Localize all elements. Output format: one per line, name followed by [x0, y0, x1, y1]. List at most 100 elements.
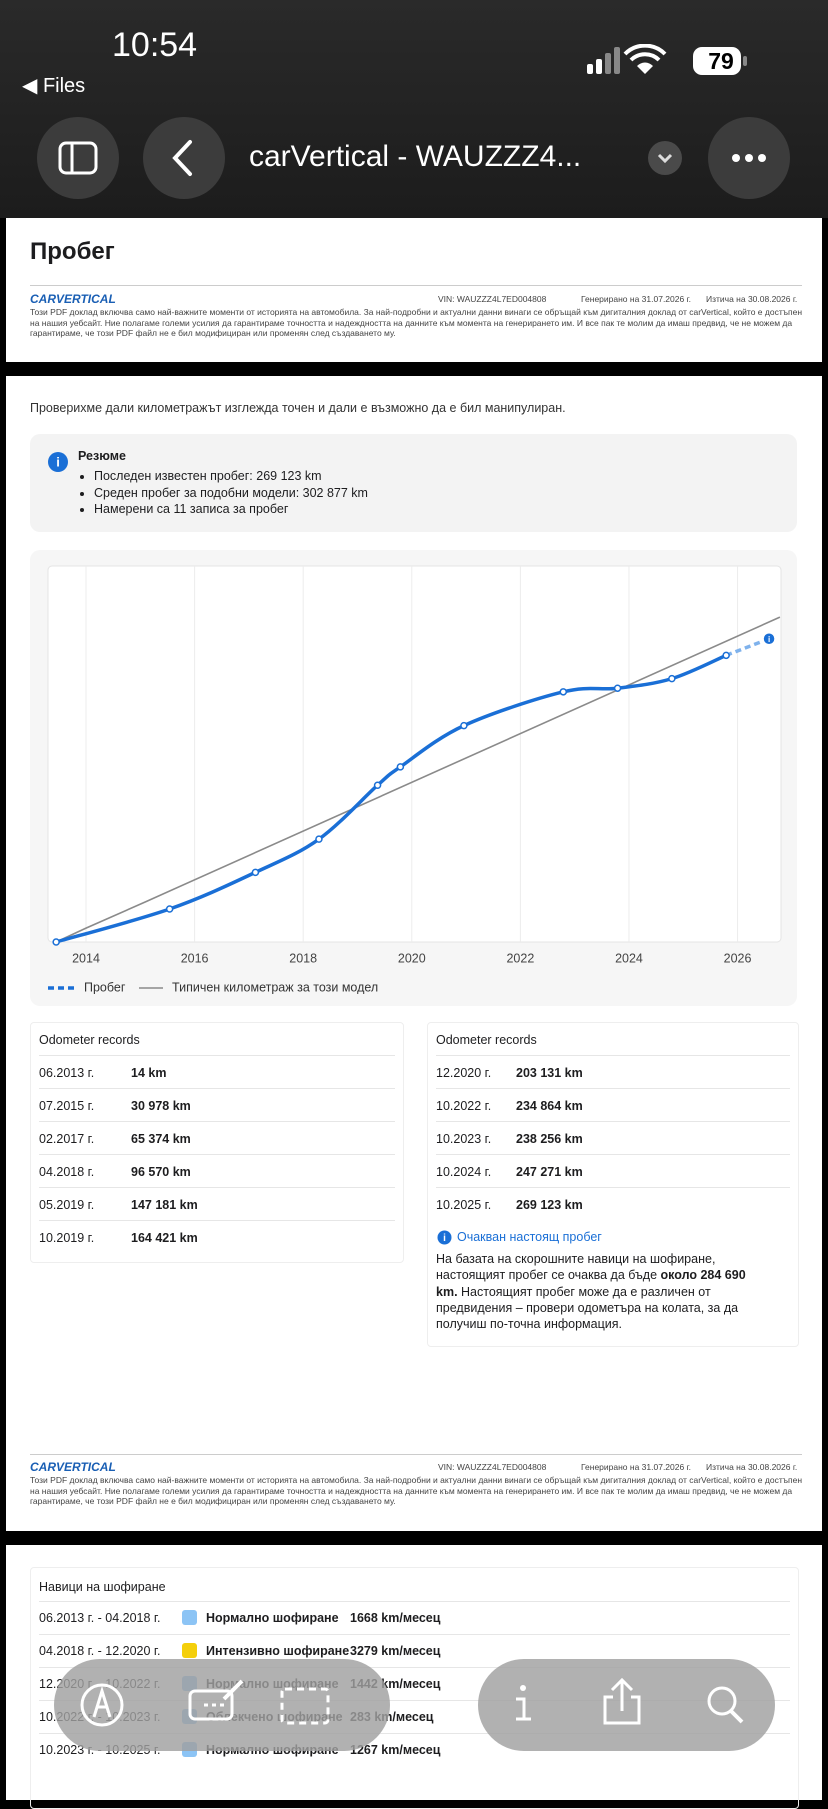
- info-icon: i: [48, 452, 68, 472]
- style-swatch: [182, 1643, 197, 1658]
- record-date: 05.2019 г.: [39, 1198, 95, 1212]
- vin: VIN: WAUZZZ4L7ED004808: [438, 1462, 547, 1472]
- x-tick-label: 2020: [398, 951, 426, 965]
- row-divider: [39, 1700, 790, 1701]
- period: 04.2018 г. - 12.2020 г.: [39, 1644, 161, 1658]
- mileage-point: [613, 684, 622, 692]
- mileage-point: [52, 938, 60, 946]
- vin: VIN: WAUZZZ4L7ED004808: [438, 294, 547, 304]
- record-mileage: 269 123 km: [516, 1198, 583, 1212]
- rule: [30, 285, 802, 286]
- mileage-point: [396, 763, 405, 771]
- record-date: 04.2018 г.: [39, 1165, 95, 1179]
- sidebar-icon: [58, 141, 98, 175]
- disclaimer: Този PDF доклад включва само най-важните…: [30, 1475, 803, 1506]
- top-bar: 10:54 ◀ Files 79 carVertical - WAUZZZ4..…: [0, 0, 828, 218]
- more-button[interactable]: [708, 117, 790, 199]
- row-divider: [436, 1055, 790, 1056]
- intro: Проверихме дали километражът изглежда то…: [30, 401, 566, 415]
- section-title: Пробег: [30, 238, 115, 265]
- row-divider: [436, 1088, 790, 1089]
- select-button[interactable]: [280, 1687, 330, 1725]
- record-date: 10.2024 г.: [436, 1165, 492, 1179]
- row-divider: [39, 1220, 395, 1221]
- svg-text:i: i: [56, 454, 60, 469]
- record-mileage: 164 421 km: [131, 1231, 198, 1245]
- signature-button[interactable]: [188, 1679, 244, 1721]
- svg-text:i: i: [443, 1233, 446, 1244]
- mileage-point: [251, 868, 260, 877]
- x-tick-label: 2024: [615, 951, 643, 965]
- text: На базата на скорошните навици на шофира…: [436, 1252, 716, 1283]
- disclaimer: Този PDF доклад включва само най-важните…: [30, 307, 803, 338]
- back-label[interactable]: Files: [42, 75, 86, 97]
- page-2: Проверихме дали километражът изглежда то…: [6, 376, 822, 1531]
- row-divider: [39, 1121, 395, 1122]
- mileage-point: [722, 651, 730, 660]
- summary-box: i Резюме Последен известен пробег: 269 1…: [30, 434, 797, 532]
- generated: Генерирано на 31.07.2026 г.: [581, 1462, 692, 1472]
- markup-toolbar: [54, 1659, 390, 1751]
- typical-line: [55, 616, 781, 943]
- logo: CARVERTICAL: [30, 1460, 116, 1474]
- row-divider: [436, 1121, 790, 1122]
- generated: Генерирано на 31.07.2026 г.: [581, 294, 692, 304]
- record-date: 10.2019 г.: [39, 1231, 95, 1245]
- projection-icon: i: [768, 635, 770, 644]
- row-divider: [39, 1601, 790, 1602]
- rate: 3279 km/месец: [350, 1644, 441, 1658]
- expires: Изтича на 30.08.2026 г.: [706, 1462, 798, 1472]
- record-date: 07.2015 г.: [39, 1099, 95, 1113]
- x-tick-label: 2014: [72, 951, 100, 965]
- record-mileage: 247 271 km: [516, 1165, 583, 1179]
- record-date: 10.2025 г.: [436, 1198, 492, 1212]
- summary-list: Последен известен пробег: 269 123 kmСред…: [78, 468, 368, 518]
- mileage-point: [668, 674, 676, 683]
- back-link[interactable]: ◀ Files: [22, 75, 86, 97]
- title-menu[interactable]: [648, 141, 682, 175]
- info-button[interactable]: [516, 1685, 531, 1721]
- row-divider: [436, 1154, 790, 1155]
- x-tick-label: 2022: [506, 951, 534, 965]
- row-divider: [39, 1154, 395, 1155]
- chart: 2014 2016 2018 2020 2022 2024 2026 i Пробег Типич…: [47, 565, 782, 994]
- record-mileage: 238 256 km: [516, 1132, 583, 1146]
- share-button[interactable]: [603, 1677, 641, 1725]
- x-tick-label: 2016: [181, 951, 209, 965]
- time: 10:54: [112, 26, 198, 64]
- record-date: 10.2022 г.: [436, 1099, 492, 1113]
- row-divider: [39, 1667, 790, 1668]
- chevron-icon: [657, 153, 673, 164]
- record-mileage: 234 864 km: [516, 1099, 583, 1113]
- status-icons: [587, 44, 747, 75]
- search-button[interactable]: [707, 1686, 744, 1724]
- pen-button[interactable]: [80, 1683, 124, 1727]
- text: Настоящият пробег може да е различен от …: [436, 1284, 739, 1332]
- style: Нормално шофиране: [206, 1611, 339, 1625]
- info-icon: i: [437, 1230, 452, 1245]
- projection-point: [762, 632, 776, 646]
- driving-title: Навици на шофиране: [39, 1580, 166, 1594]
- summary-item: Последен известен пробег: 269 123 km: [94, 468, 368, 485]
- rate: 1668 km/месец: [350, 1611, 441, 1625]
- back-button[interactable]: [143, 117, 225, 199]
- sidebar-button[interactable]: [37, 117, 119, 199]
- style-swatch: [182, 1610, 197, 1625]
- period: 06.2013 г. - 04.2018 г.: [39, 1611, 161, 1625]
- summary-item: Среден пробег за подобни модели: 302 877…: [94, 485, 368, 502]
- row-divider: [39, 1187, 395, 1188]
- record-mileage: 147 181 km: [131, 1198, 198, 1212]
- records-table: Odometer records 06.2013 г. 14 km 07.2015 г…: [30, 1022, 404, 1263]
- row-divider: [39, 1634, 790, 1635]
- mileage-point: [460, 721, 468, 730]
- x-tick-label: 2018: [289, 951, 317, 965]
- actions-toolbar: [478, 1659, 775, 1751]
- mileage-point: [315, 835, 323, 843]
- logo: CARVERTICAL: [30, 292, 116, 306]
- record-date: 02.2017 г.: [39, 1132, 95, 1146]
- record-date: 06.2013 г.: [39, 1066, 95, 1080]
- back-icon: [172, 140, 192, 176]
- row-divider: [39, 1055, 395, 1056]
- expected-text: На базата на скорошните навици на шофира…: [436, 1251, 756, 1332]
